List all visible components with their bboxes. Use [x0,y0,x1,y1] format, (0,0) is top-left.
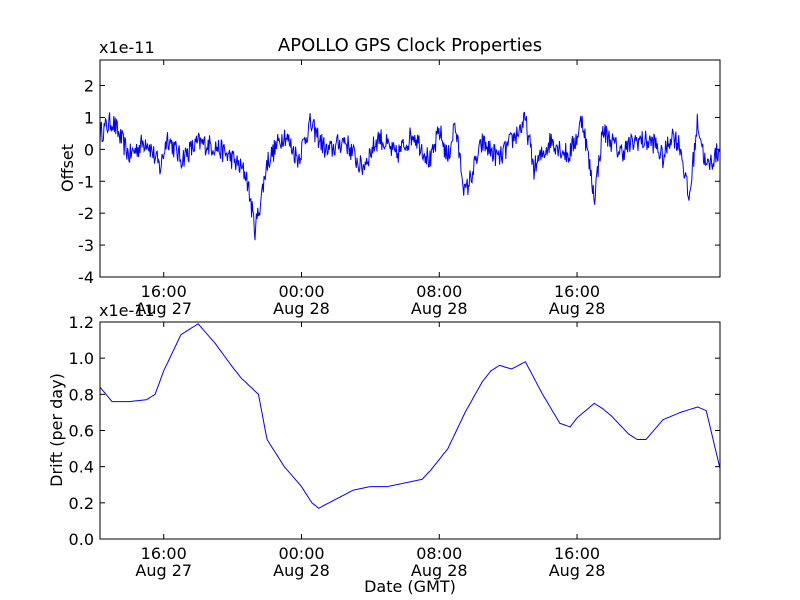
offset-xtick-date-label: Aug 28 [411,299,468,318]
drift-scale-label: x1e-11 [99,301,155,320]
drift-xtick-date-label: Aug 28 [549,561,606,580]
offset-xtick-time-label: 16:00 [141,282,187,301]
drift-xtick-date-label: Aug 28 [273,561,330,580]
drift-plot-area [99,323,721,509]
drift-ytick-label: 0.6 [69,422,94,441]
offset-ytick-label: -2 [78,204,94,223]
chart-title: APOLLO GPS Clock Properties [278,35,542,56]
offset-xtick-date-label: Aug 28 [273,299,330,318]
offset-ytick-label: -3 [78,236,94,255]
offset-y-label: Offset [58,144,77,192]
drift-ytick-label: 1.0 [69,349,94,368]
drift-axes-frame [99,321,721,540]
offset-series-line [99,111,721,241]
drift-xtick-time-label: 16:00 [554,544,600,563]
offset-ytick-label: 1 [84,108,94,127]
drift-ytick-label: 0.0 [69,530,94,549]
offset-scale-label: x1e-11 [99,38,155,57]
drift-y-label: Drift (per day) [47,373,66,487]
drift-ytick-label: 0.8 [69,385,94,404]
offset-xtick-time-label: 16:00 [554,282,600,301]
offset-ytick-label: 2 [84,77,94,96]
drift-xtick-time-label: 08:00 [416,544,462,563]
drift-ytick-label: 1.2 [69,313,94,332]
drift-xtick-date-label: Aug 27 [135,561,192,580]
drift-ytick-label: 0.2 [69,494,94,513]
drift-x-label: Date (GMT) [364,577,456,596]
drift-xtick-time-label: 00:00 [278,544,324,563]
offset-ytick-label: -4 [78,268,94,287]
drift-xtick-date-label: Aug 28 [411,561,468,580]
drift-series-line [99,323,721,509]
drift-ytick-label: 0.4 [69,458,94,477]
offset-xtick-date-label: Aug 27 [135,299,192,318]
offset-plot-area [99,111,721,241]
offset-xtick-date-label: Aug 28 [549,299,606,318]
offset-ytick-label: -1 [78,172,94,191]
offset-axes-frame [99,59,721,278]
offset-ytick-label: 0 [84,140,94,159]
drift-xtick-time-label: 16:00 [141,544,187,563]
offset-xtick-time-label: 08:00 [416,282,462,301]
offset-xtick-time-label: 00:00 [278,282,324,301]
